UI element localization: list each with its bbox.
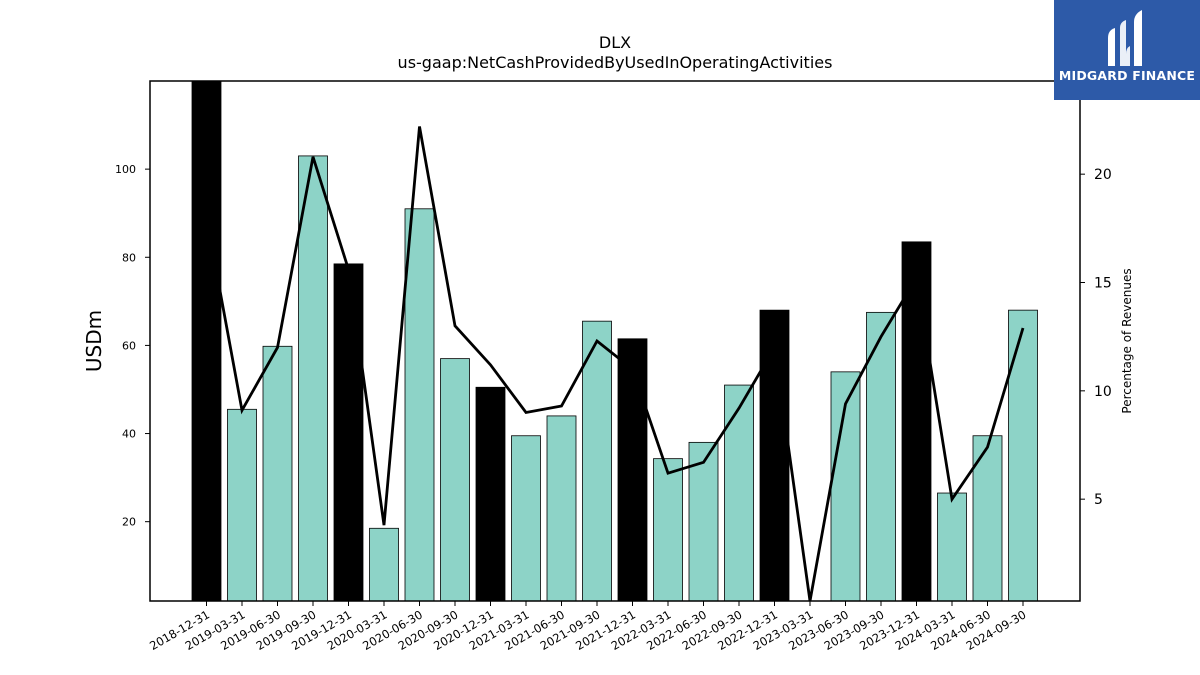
plot-frame	[149, 80, 1081, 602]
bar-2020-03-31	[369, 527, 399, 602]
bar-2024-03-31	[937, 492, 967, 602]
bar-2019-06-30	[262, 345, 293, 602]
bar-group	[191, 80, 1038, 602]
y2-tick-label: 10	[1094, 384, 1112, 400]
bar-2019-03-31	[227, 408, 257, 602]
chart-title: DLX	[599, 33, 631, 52]
bar-2022-12-31	[759, 309, 790, 602]
y2-tick-label: 20	[1094, 167, 1112, 183]
y2-tick-label: 5	[1094, 492, 1103, 508]
bar-2021-06-30	[546, 415, 577, 602]
bar-2020-06-30	[404, 208, 435, 602]
chart-subtitle: us-gaap:NetCashProvidedByUsedInOperating…	[398, 53, 833, 72]
y-tick-label: 100	[115, 163, 136, 176]
brand-name: MIDGARD FINANCE	[1058, 68, 1196, 83]
left-axis: 20 40 60 80 100	[115, 163, 150, 529]
bar-2019-12-31	[333, 263, 364, 602]
y-tick-label: 40	[122, 428, 136, 441]
y-tick-label: 60	[122, 339, 136, 352]
bar-2022-06-30	[688, 441, 719, 602]
bar-2021-09-30	[582, 320, 612, 602]
bar-2023-09-30	[866, 311, 896, 602]
y2-tick-label: 15	[1094, 276, 1112, 292]
bar-2018-12-31	[191, 80, 222, 602]
bar-2021-03-31	[511, 435, 541, 602]
y-tick-label: 20	[122, 516, 136, 529]
bar-2019-09-30	[298, 155, 328, 602]
midgard-logo-icon	[1108, 10, 1142, 66]
bar-2022-09-30	[724, 384, 754, 602]
line-group	[205, 126, 1025, 602]
bar-2020-09-30	[440, 358, 470, 602]
y2-axis-label: Percentage of Revenues	[1120, 268, 1134, 413]
y-axis-label: USDm	[82, 310, 106, 372]
right-axis: 5 10 15 20	[1080, 167, 1112, 508]
x-axis: 2018-12-312019-03-312019-06-302019-09-30…	[147, 601, 1029, 653]
bar-2024-09-30	[1008, 309, 1038, 602]
bar-2020-12-31	[475, 386, 506, 602]
bar-2022-03-31	[653, 458, 683, 602]
bar-2021-12-31	[617, 338, 648, 602]
y-tick-label: 80	[122, 251, 136, 264]
percentage-line	[205, 126, 1025, 602]
brand-logo: MIDGARD FINANCE	[1054, 0, 1200, 100]
